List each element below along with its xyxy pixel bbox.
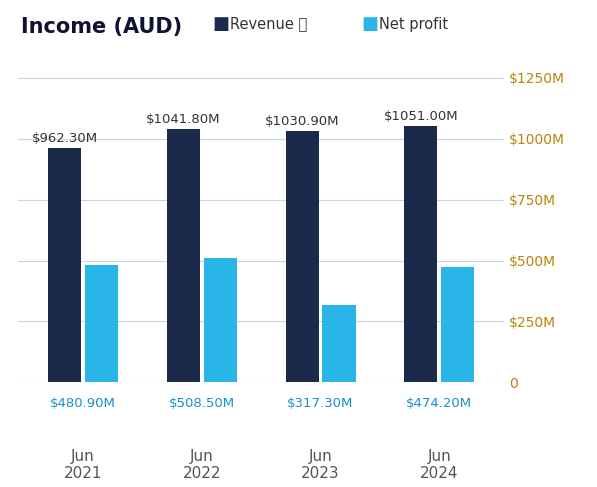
Bar (48, 148, 81, 382)
Text: $1041.80M: $1041.80M (146, 112, 221, 126)
Text: $317.30M: $317.30M (287, 397, 353, 411)
Text: ■: ■ (361, 15, 378, 33)
Text: Net profit: Net profit (379, 17, 448, 32)
Bar (404, 126, 438, 382)
Text: $474.20M: $474.20M (406, 397, 472, 411)
Text: $480.90M: $480.90M (50, 397, 116, 411)
Bar (204, 259, 237, 382)
Bar (167, 129, 200, 382)
Bar (285, 131, 319, 382)
Text: $962.30M: $962.30M (32, 132, 98, 145)
Bar (441, 267, 474, 382)
Text: $1051.00M: $1051.00M (383, 111, 458, 123)
Text: $508.50M: $508.50M (169, 397, 235, 411)
Text: ■: ■ (212, 15, 229, 33)
Bar (322, 305, 356, 382)
Text: $1030.90M: $1030.90M (265, 115, 339, 129)
Text: Income (AUD): Income (AUD) (21, 17, 182, 37)
Bar (85, 265, 118, 382)
Text: Revenue ⓘ: Revenue ⓘ (230, 17, 307, 32)
